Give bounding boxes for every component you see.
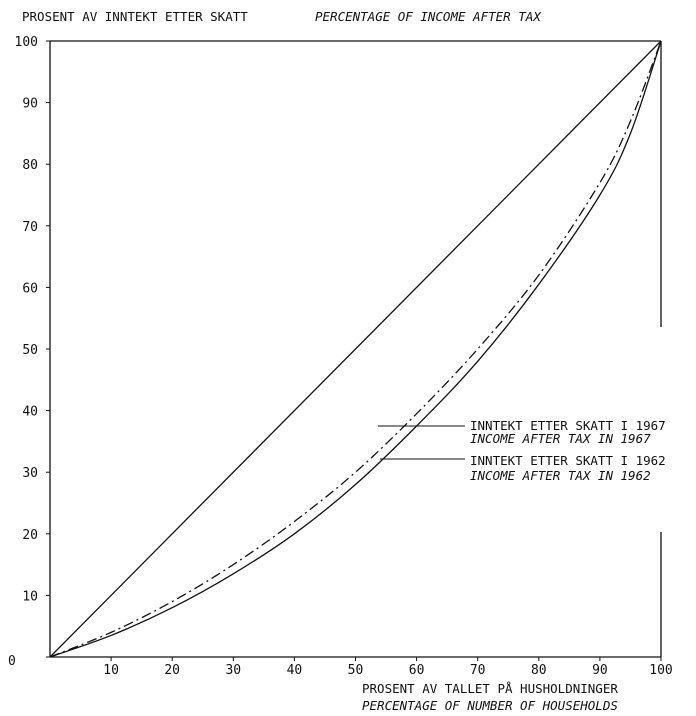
y-tick-label: 60 [22,281,38,296]
legend: INNTEKT ETTER SKATT I 1967 INCOME AFTER … [378,418,666,483]
y-tick-label: 20 [22,528,38,543]
x-tick-label: 50 [348,663,364,678]
x-tick-label: 90 [592,663,608,678]
y-tick-label: 80 [22,158,38,173]
y-tick-label: 40 [22,405,38,420]
series-group [49,40,662,658]
y-tick-label: 70 [22,220,38,235]
y-tick-label: 0 [8,654,16,669]
y-tick-label: 90 [22,97,38,112]
series-line-1967 [49,40,662,658]
y-tick-label: 100 [15,35,38,50]
x-tick-label: 10 [103,663,119,678]
x-tick-label: 30 [225,663,241,678]
y-tick-label: 50 [22,343,38,358]
x-tick-label: 70 [470,663,486,678]
y-tick-label: 10 [22,589,38,604]
legend-label-1967: INNTEKT ETTER SKATT I 1967 [470,418,666,433]
y-axis: 0 10 20 30 40 50 60 70 80 90 100 [8,35,50,669]
legend-label-1962-en: INCOME AFTER TAX IN 1962 [470,468,651,483]
x-axis: 10 20 30 40 50 60 70 80 90 100 [103,657,673,678]
y-axis-title-en: PERCENTAGE OF INCOME AFTER TAX [315,9,542,24]
equality-line [49,40,662,658]
y-tick-label: 30 [22,466,38,481]
x-tick-label: 20 [164,663,180,678]
x-tick-label: 40 [287,663,303,678]
x-axis-title-en: PERCENTAGE OF NUMBER OF HOUSEHOLDS [362,698,618,713]
x-tick-label: 100 [649,663,672,678]
y-axis-title: PROSENT AV INNTEKT ETTER SKATT [22,9,248,24]
x-axis-title: PROSENT AV TALLET PÅ HUSHOLDNINGER [362,681,618,696]
series-line-1962 [49,40,662,658]
legend-label-1967-en: INCOME AFTER TAX IN 1967 [470,431,651,446]
x-tick-label: 80 [531,663,547,678]
legend-label-1962: INNTEKT ETTER SKATT I 1962 [470,453,666,468]
x-tick-label: 60 [409,663,425,678]
